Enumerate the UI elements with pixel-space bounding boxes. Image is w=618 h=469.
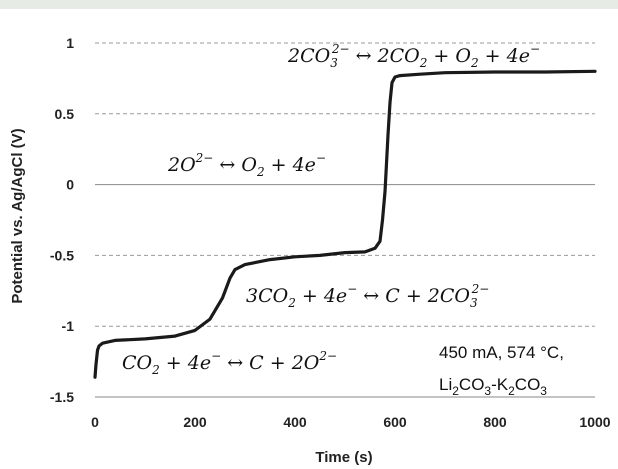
eq1-d: + 4e xyxy=(479,45,530,67)
series-line-0 xyxy=(93,69,597,379)
x-tick-labels: 0 200 400 600 800 1000 xyxy=(91,414,611,430)
electrolyte-s2: 3 xyxy=(484,384,491,398)
eq1-b-sub: 2 xyxy=(419,56,428,70)
eq4-a-sub: 2 xyxy=(151,363,160,377)
top-band xyxy=(0,0,618,9)
eq3-c: ↔ C + 2CO xyxy=(357,285,470,307)
y-axis-label: Potential vs. Ag/AgCl (V) xyxy=(9,128,26,303)
eq3-c-sub: 3 xyxy=(470,296,478,310)
electrolyte-note: Li2CO3-K2CO3 xyxy=(439,375,547,398)
equation-oxide-oxidation: 2O2− ↔ O2 + 4e− xyxy=(167,151,326,179)
x-tick-label-1: 200 xyxy=(183,414,207,430)
eq2-b: ↔ O xyxy=(213,154,257,176)
eq1-a: 2CO xyxy=(287,45,331,67)
equation-carbonate-oxidation: 2CO32− ↔ 2CO2 + O2 + 4e− xyxy=(287,42,540,70)
x-tick-label-5: 1000 xyxy=(579,414,610,430)
eq3-b-sup: − xyxy=(347,282,357,296)
eq1-d-sup: − xyxy=(530,42,540,56)
x-tick-label-2: 400 xyxy=(283,414,307,430)
y-tick-label-0: 1 xyxy=(66,35,74,51)
electrolyte-s1: 2 xyxy=(452,384,459,398)
eq3-a: 3CO xyxy=(246,285,289,307)
eq1-b: ↔ 2CO xyxy=(350,45,421,67)
y-tick-label-3: -0.5 xyxy=(50,247,74,263)
electrolyte-s3: 2 xyxy=(508,384,515,398)
x-tick-label-4: 800 xyxy=(483,414,507,430)
eq4-a: CO xyxy=(122,352,153,374)
eq1-a-sup: 2− xyxy=(331,42,350,56)
eq2-a-sup: 2− xyxy=(195,151,214,165)
eq4-c: ↔ C + 2O xyxy=(221,352,320,374)
eq2-b-sub: 2 xyxy=(256,165,265,179)
equation-co2-reduction-oxide: CO2 + 4e− ↔ C + 2O2− xyxy=(122,349,337,377)
eq1-c-sub: 2 xyxy=(470,56,479,70)
y-tick-label-1: 0.5 xyxy=(55,106,75,122)
electrolyte-p2: CO xyxy=(459,375,485,394)
eq2-c: + 4e xyxy=(265,154,316,176)
x-tick-label-3: 600 xyxy=(383,414,407,430)
y-tick-label-2: 0 xyxy=(66,177,74,193)
y-tick-label-5: -1.5 xyxy=(50,389,74,405)
eq1-c: + O xyxy=(427,45,471,67)
conditions-note: 450 mA, 574 °C, xyxy=(439,343,564,362)
series-layer xyxy=(93,69,597,379)
eq2-c-sup: − xyxy=(316,151,326,165)
x-axis-label: Time (s) xyxy=(315,449,372,466)
eq4-c-sup: 2− xyxy=(318,349,337,363)
eq4-b: + 4e xyxy=(160,352,211,374)
eq3-a-sub: 2 xyxy=(287,296,296,310)
electrolyte-s4: 3 xyxy=(540,384,547,398)
eq3-b: + 4e xyxy=(296,285,347,307)
electrolyte-p4: CO xyxy=(515,375,541,394)
y-tick-label-4: -1 xyxy=(62,318,75,334)
eq2-a: 2O xyxy=(167,154,196,176)
eq4-b-sup: − xyxy=(211,349,221,363)
eq1-a-sub: 3 xyxy=(330,56,338,70)
electrolyte-p3: -K xyxy=(491,375,509,394)
y-tick-labels: 1 0.5 0 -0.5 -1 -1.5 xyxy=(50,35,74,405)
x-tick-label-0: 0 xyxy=(91,414,99,430)
eq3-c-sup: 2− xyxy=(471,282,490,296)
electrolyte-p1: Li xyxy=(439,375,452,394)
equation-co2-reduction-carbonate: 3CO2 + 4e− ↔ C + 2CO32− xyxy=(246,282,489,310)
